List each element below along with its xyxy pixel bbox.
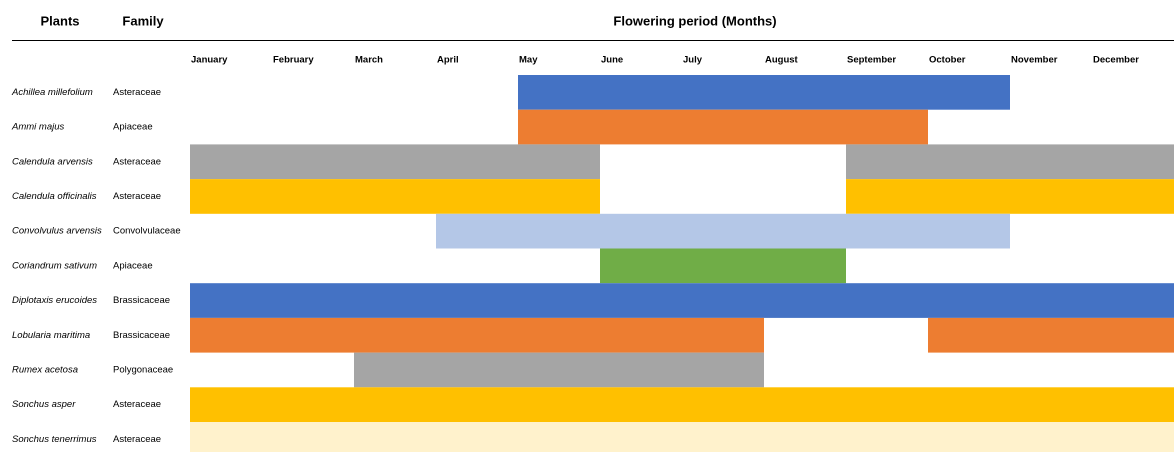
month-label: April — [437, 55, 459, 66]
flowering-bar — [190, 317, 764, 353]
flowering-bar — [190, 422, 1174, 452]
plant-name: Achillea millefolium — [11, 87, 93, 98]
month-label: May — [519, 55, 538, 66]
family-name: Polygonaceae — [113, 364, 173, 375]
month-label: August — [765, 55, 799, 66]
plant-name: Calendula arvensis — [12, 156, 93, 167]
plant-name: Diplotaxis erucoides — [12, 295, 97, 306]
flowering-bar — [354, 352, 764, 388]
flowering-bar — [190, 144, 600, 180]
family-name: Asteraceae — [113, 87, 161, 98]
family-name: Brassicaceae — [113, 295, 170, 306]
plants-header: Plants — [40, 13, 79, 28]
month-label: December — [1093, 55, 1139, 66]
month-label: October — [929, 55, 966, 66]
month-label: July — [683, 55, 703, 66]
flowering-bar — [190, 387, 1174, 422]
flowering-bar — [846, 144, 1174, 180]
month-label: March — [355, 55, 383, 66]
family-name: Brassicaceae — [113, 330, 170, 341]
month-label: September — [847, 55, 896, 66]
flowering-bar — [928, 317, 1174, 353]
flowering-bar — [846, 179, 1174, 214]
month-label: November — [1011, 55, 1058, 66]
flowering-bar — [518, 75, 1010, 110]
family-name: Convolvulaceae — [113, 226, 181, 237]
plant-name: Rumex acetosa — [12, 364, 78, 375]
family-name: Asteraceae — [113, 434, 161, 445]
plant-name: Calendula officinalis — [12, 191, 97, 202]
family-name: Apiaceae — [113, 122, 153, 133]
family-name: Asteraceae — [113, 399, 161, 410]
plant-name: Ammi majus — [11, 122, 65, 133]
plant-name: Convolvulus arvensis — [12, 226, 102, 237]
flowering-bar — [600, 248, 846, 284]
flowering-bar — [436, 213, 1010, 249]
plant-name: Sonchus asper — [12, 399, 76, 410]
family-header: Family — [122, 13, 164, 28]
plant-name: Sonchus tenerrimus — [12, 434, 97, 445]
plant-name: Lobularia maritima — [12, 330, 90, 341]
family-name: Asteraceae — [113, 156, 161, 167]
flowering-bar — [190, 283, 1174, 318]
family-name: Apiaceae — [113, 260, 153, 271]
flowering-bar — [190, 179, 600, 214]
family-name: Asteraceae — [113, 191, 161, 202]
month-label: February — [273, 55, 314, 66]
month-label: January — [191, 55, 228, 66]
plant-name: Coriandrum sativum — [12, 260, 97, 271]
period-header: Flowering period (Months) — [613, 13, 776, 28]
flowering-bar — [518, 109, 928, 145]
month-label: June — [601, 55, 623, 66]
